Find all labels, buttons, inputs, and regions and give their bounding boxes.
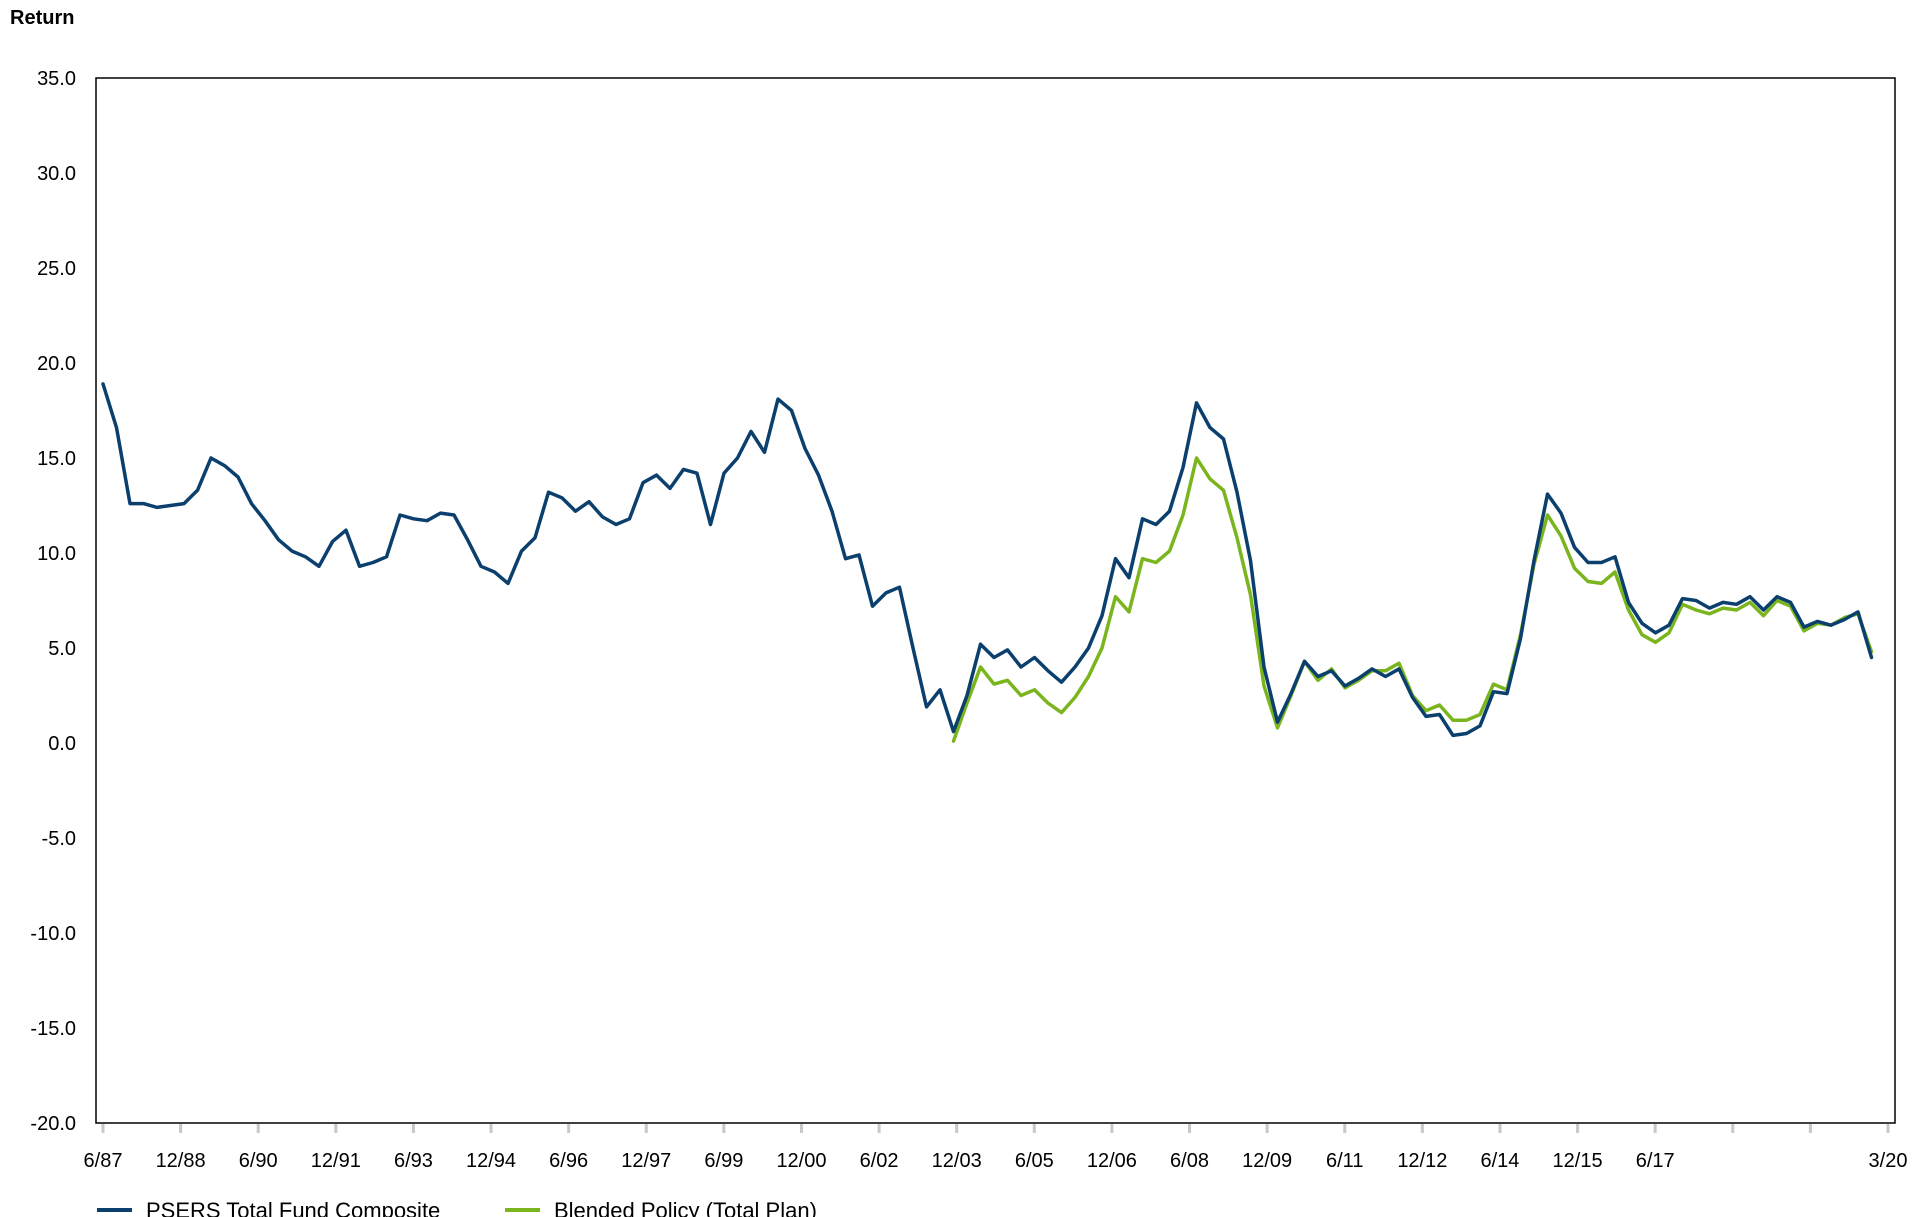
series-lines [101,382,1874,743]
x-tick-label: 12/91 [311,1150,361,1172]
y-axis-title: Return [10,7,74,29]
plot-area [95,77,1896,1124]
x-tick-label: 12/00 [776,1150,826,1172]
x-tick-label: 6/02 [860,1150,899,1172]
legend-item-blended-policy: Blended Policy (Total Plan) [505,1198,817,1217]
x-tick-label: 12/97 [621,1150,671,1172]
y-tick-label: -15.0 [30,1018,76,1040]
y-axis: 35.0 30.0 25.0 20.0 15.0 10.0 5.0 0.0 -5.0 -10.0 -… [30,68,76,1135]
legend-label-blended-policy: Blended Policy (Total Plan) [554,1198,817,1217]
y-tick-label: 25.0 [37,258,76,280]
x-tick-label: 6/93 [394,1150,433,1172]
x-tick-label: 12/15 [1553,1150,1603,1172]
y-tick-label: 30.0 [37,163,76,185]
x-tick-label: 6/05 [1015,1150,1054,1172]
x-tick-label: 12/09 [1242,1150,1292,1172]
x-tick-label: 6/14 [1480,1150,1519,1172]
x-tick-label: 6/90 [239,1150,278,1172]
x-tick-label: 12/94 [466,1150,516,1172]
x-tick-label: 6/08 [1170,1150,1209,1172]
x-tick-label: 6/96 [549,1150,588,1172]
x-tick-label: 6/11 [1326,1150,1363,1172]
y-tick-label: 5.0 [48,638,76,660]
legend: PSERS Total Fund Composite Blended Polic… [97,1198,817,1217]
x-tick-label: 12/12 [1397,1150,1447,1172]
x-tick-label: 12/03 [932,1150,982,1172]
x-axis: 6/87 12/88 6/90 12/91 6/93 12/94 6/96 12/97 6/99… [84,1124,1908,1172]
y-tick-label: -20.0 [30,1113,76,1135]
x-tick-label: 12/06 [1087,1150,1137,1172]
y-tick-label: 0.0 [48,733,76,755]
y-tick-label: -5.0 [42,828,76,850]
x-tick-label: 12/88 [156,1150,206,1172]
x-tick-label: 6/17 [1636,1150,1675,1172]
x-tick-label: 6/99 [704,1150,743,1172]
x-tick-label: 6/87 [84,1150,123,1172]
y-tick-label: 10.0 [37,543,76,565]
y-tick-label: -10.0 [30,923,76,945]
y-tick-label: 35.0 [37,68,76,90]
x-tick-label: 3/20 [1869,1150,1908,1172]
series-line-psers-total-fund [101,382,1874,738]
legend-label-psers: PSERS Total Fund Composite [146,1198,440,1217]
legend-item-psers: PSERS Total Fund Composite [97,1198,440,1217]
y-tick-label: 15.0 [37,448,76,470]
y-tick-label: 20.0 [37,353,76,375]
